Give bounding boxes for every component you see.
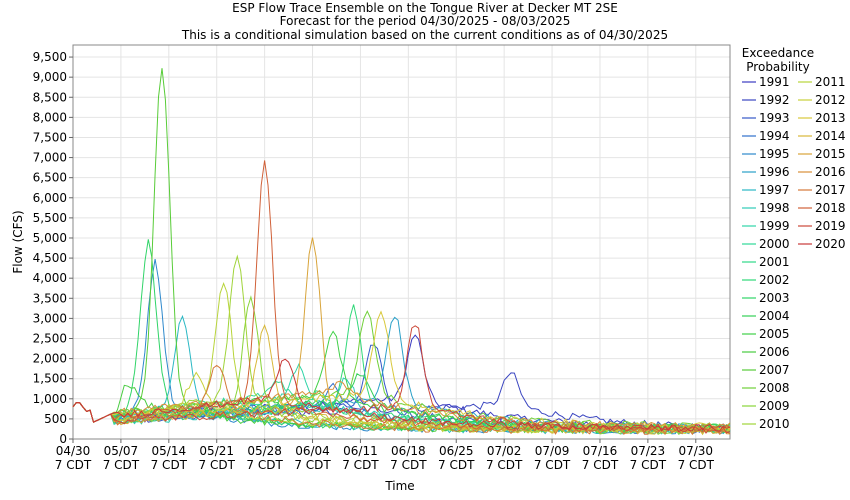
x-tick-date: 05/07 [104,444,139,458]
y-tick-label: 4,500 [33,251,67,265]
y-tick-label: 7,000 [33,151,67,165]
x-tick-timezone: 7 CDT [342,458,379,472]
legend-label-2016: 2016 [815,165,846,179]
y-tick-label: 500 [44,412,67,426]
legend-label-2018: 2018 [815,201,846,215]
legend-label-2015: 2015 [815,147,846,161]
legend-label-2011: 2011 [815,75,846,89]
series-line-2020 [72,358,731,433]
x-tick-date: 07/02 [487,444,522,458]
legend-label-2019: 2019 [815,219,846,233]
legend-label-2010: 2010 [759,417,790,431]
x-tick-date: 07/30 [678,444,713,458]
x-tick-date: 07/16 [583,444,618,458]
y-tick-label: 5,500 [33,211,67,225]
legend-label-2020: 2020 [815,237,846,251]
legend-label-1997: 1997 [759,183,790,197]
y-tick-label: 6,500 [33,171,67,185]
x-tick-timezone: 7 CDT [678,458,715,472]
legend-label-2002: 2002 [759,273,790,287]
x-tick-date: 06/18 [391,444,426,458]
y-tick-label: 9,500 [33,50,67,64]
chart-title-line-2: Forecast for the period 04/30/2025 - 08/… [280,14,571,28]
legend-label-2003: 2003 [759,291,790,305]
x-tick-timezone: 7 CDT [630,458,667,472]
plot-area [72,44,731,440]
x-tick-timezone: 7 CDT [199,458,236,472]
x-tick-timezone: 7 CDT [55,458,92,472]
x-tick-timezone: 7 CDT [390,458,427,472]
legend-label-2007: 2007 [759,363,790,377]
x-tick-date: 07/09 [535,444,570,458]
y-axis-label: Flow (CFS) [11,210,25,273]
chart-title-line-1: ESP Flow Trace Ensemble on the Tongue Ri… [232,1,618,15]
y-tick-label: 8,500 [33,90,67,104]
legend-label-2006: 2006 [759,345,790,359]
x-tick-date: 05/14 [152,444,187,458]
legend-label-1993: 1993 [759,111,790,125]
y-tick-label: 2,500 [33,331,67,345]
y-axis-ticks: 0 500 1,000 1,500 2,000 2,500 3,000 3,500 4,000 4… [33,50,73,446]
x-tick-date: 04/30 [56,444,91,458]
y-tick-label: 8,000 [33,110,67,124]
legend-label-2000: 2000 [759,237,790,251]
legend-label-2001: 2001 [759,255,790,269]
legend-label-2012: 2012 [815,93,846,107]
series-line-1992 [72,372,731,432]
legend-label-1996: 1996 [759,165,790,179]
legend-label-2009: 2009 [759,399,790,413]
y-tick-label: 2,000 [33,352,67,366]
legend: Exceedance Probability 1991 1992 1993 1994 1… [742,46,846,431]
x-tick-date: 06/11 [343,444,378,458]
legend-label-2014: 2014 [815,129,846,143]
series-line-2016 [72,380,731,430]
x-tick-timezone: 7 CDT [438,458,475,472]
legend-label-2004: 2004 [759,309,790,323]
legend-label-1998: 1998 [759,201,790,215]
x-tick-timezone: 7 CDT [103,458,140,472]
legend-label-1995: 1995 [759,147,790,161]
x-tick-date: 05/28 [247,444,282,458]
series-line-2019 [72,325,731,434]
legend-label-2005: 2005 [759,327,790,341]
y-tick-label: 9,000 [33,70,67,84]
legend-label-2017: 2017 [815,183,846,197]
x-tick-timezone: 7 CDT [534,458,571,472]
y-tick-label: 0 [59,432,67,446]
x-tick-timezone: 7 CDT [294,458,331,472]
y-tick-label: 7,500 [33,130,67,144]
x-tick-date: 07/23 [631,444,666,458]
legend-title-line-2: Probability [746,60,809,74]
x-tick-timezone: 7 CDT [151,458,188,472]
y-tick-label: 1,000 [33,392,67,406]
legend-label-1999: 1999 [759,219,790,233]
x-tick-timezone: 7 CDT [486,458,523,472]
y-tick-label: 3,500 [33,291,67,305]
legend-title-line-1: Exceedance [742,46,814,60]
legend-label-1994: 1994 [759,129,790,143]
x-tick-timezone: 7 CDT [246,458,283,472]
series-lines [72,68,731,436]
legend-label-2013: 2013 [815,111,846,125]
y-tick-label: 1,500 [33,372,67,386]
legend-label-2008: 2008 [759,381,790,395]
x-tick-date: 06/25 [439,444,474,458]
x-tick-timezone: 7 CDT [582,458,619,472]
y-tick-label: 4,000 [33,271,67,285]
y-tick-label: 5,000 [33,231,67,245]
y-tick-label: 6,000 [33,191,67,205]
legend-label-1992: 1992 [759,93,790,107]
x-axis-label: Time [384,479,414,493]
y-tick-label: 3,000 [33,311,67,325]
x-tick-date: 06/04 [295,444,330,458]
legend-label-1991: 1991 [759,75,790,89]
series-line-2015 [72,237,731,435]
chart-title-line-3: This is a conditional simulation based o… [181,28,668,42]
x-tick-date: 05/21 [199,444,234,458]
